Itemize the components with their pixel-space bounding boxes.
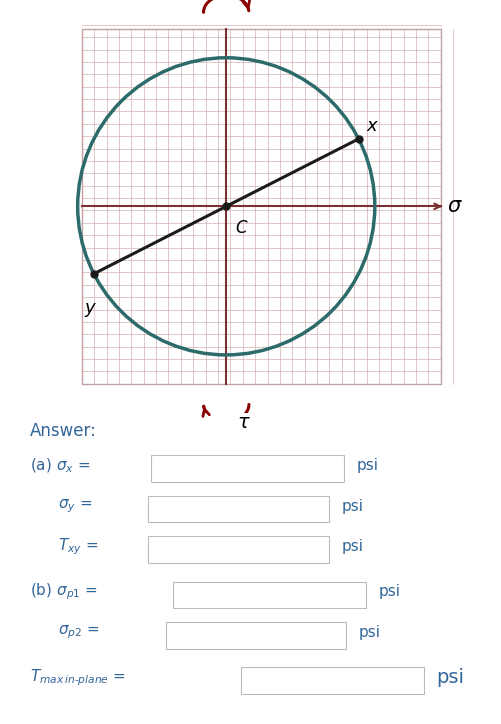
Text: $\sigma_{y}$ =: $\sigma_{y}$ = [58,497,92,515]
FancyBboxPatch shape [148,496,328,523]
Text: psi: psi [436,668,464,687]
Text: psi: psi [341,539,363,554]
Text: psi: psi [358,625,380,640]
Text: $T_{xy}$ =: $T_{xy}$ = [58,536,98,557]
Text: C: C [235,219,246,237]
FancyBboxPatch shape [165,622,346,649]
Text: psi: psi [341,499,363,513]
Text: y: y [84,298,95,316]
FancyBboxPatch shape [150,455,343,482]
Text: psi: psi [378,584,400,599]
Text: (b) $\sigma_{p1}$ =: (b) $\sigma_{p1}$ = [30,581,98,602]
FancyBboxPatch shape [173,581,366,608]
FancyBboxPatch shape [148,536,328,563]
Text: $\tau$: $\tau$ [236,0,250,8]
Text: $\tau$: $\tau$ [236,413,250,432]
Text: $T_{max\,in\text{-}plane}$ =: $T_{max\,in\text{-}plane}$ = [30,667,126,688]
Bar [82,29,440,384]
Text: $\sigma_{p2}$ =: $\sigma_{p2}$ = [58,623,99,641]
Text: x: x [366,117,377,135]
Text: psi: psi [356,458,378,473]
Text: Answer:: Answer: [30,422,97,440]
Text: $\sigma$: $\sigma$ [446,196,462,216]
FancyBboxPatch shape [240,668,423,694]
Text: (a) $\sigma_{x}$ =: (a) $\sigma_{x}$ = [30,456,91,475]
